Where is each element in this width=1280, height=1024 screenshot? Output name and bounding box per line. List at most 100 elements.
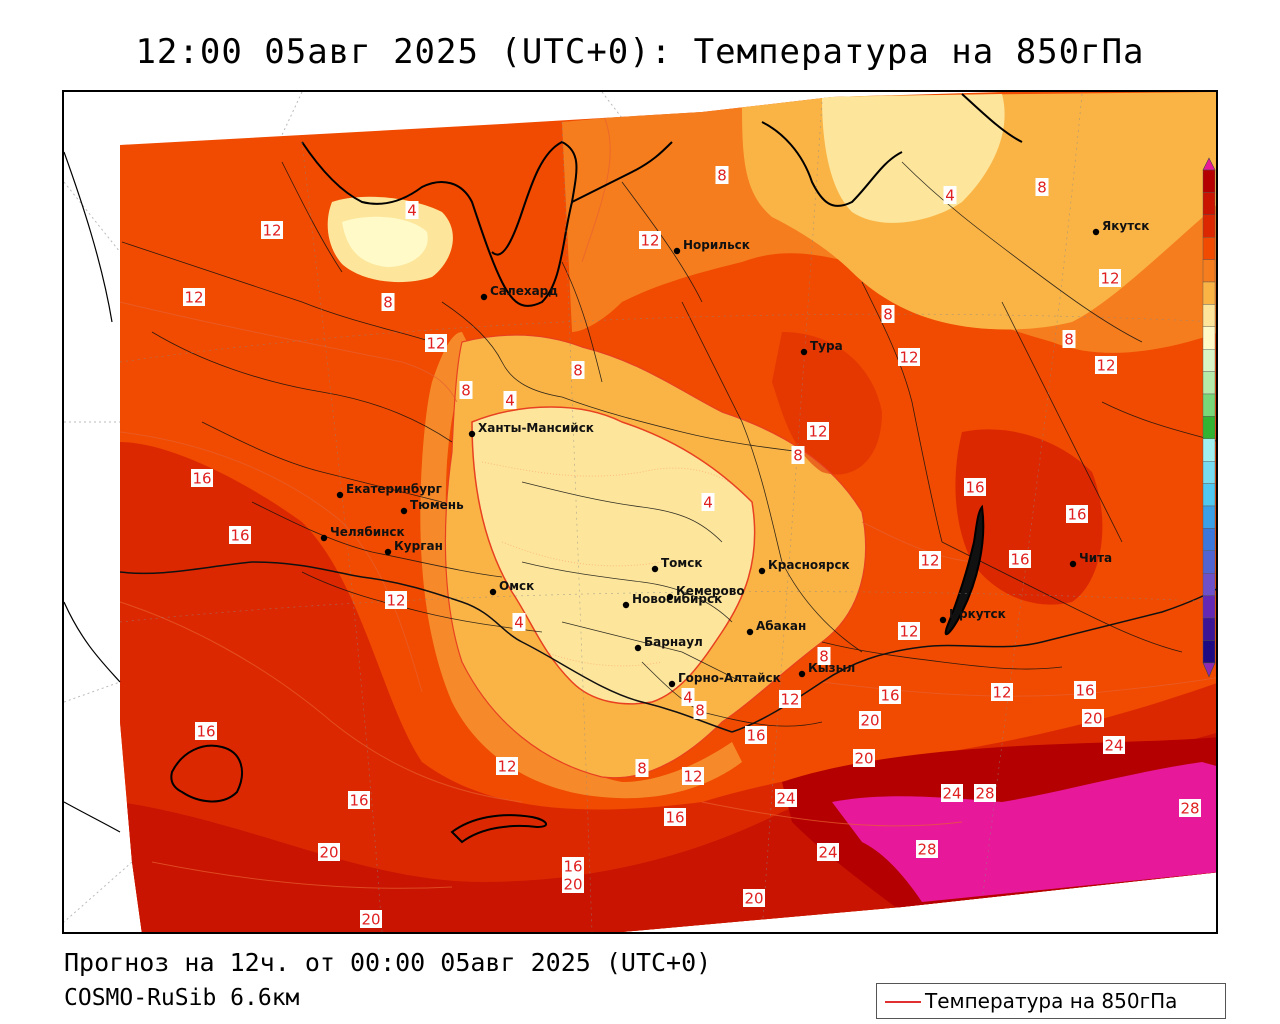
isotherm-label: 12 xyxy=(385,591,407,610)
city-marker[interactable] xyxy=(758,567,766,575)
city-marker[interactable] xyxy=(1069,560,1077,568)
isotherm-label-value: 12 xyxy=(780,691,799,709)
city-label: Барнаул xyxy=(644,635,703,649)
city-marker[interactable] xyxy=(939,616,947,624)
isotherm-label: 4 xyxy=(943,186,957,205)
city-marker[interactable] xyxy=(800,348,808,356)
isotherm-label: 4 xyxy=(503,391,517,410)
isotherm-label: 16 xyxy=(191,469,213,488)
isotherm-label-value: 4 xyxy=(683,689,693,707)
isotherm-label: 12 xyxy=(682,767,704,786)
isotherm-label-box xyxy=(964,478,986,496)
colorbar-swatch xyxy=(1202,259,1216,283)
isotherm-label-value: 20 xyxy=(563,876,582,894)
colorbar-swatch xyxy=(1202,595,1216,619)
isotherm-label-box xyxy=(859,711,881,729)
city-marker[interactable] xyxy=(622,601,630,609)
isotherm-label-box xyxy=(991,683,1013,701)
city-marker[interactable] xyxy=(480,293,488,301)
isotherm-label-box xyxy=(779,690,801,708)
city-marker[interactable] xyxy=(1092,228,1100,236)
city-marker[interactable] xyxy=(673,247,681,255)
city-marker[interactable] xyxy=(400,507,408,515)
isotherm-label: 16 xyxy=(664,808,686,827)
isotherm-label: 20 xyxy=(360,910,382,929)
isotherm-label-box xyxy=(496,757,518,775)
city-label: Ханты-Мансийск xyxy=(478,421,594,435)
isotherm-label-value: 16 xyxy=(665,809,684,827)
isotherm-label: 8 xyxy=(635,759,649,778)
city-label: Тюмень xyxy=(410,498,464,512)
isotherm-label-value: 16 xyxy=(965,479,984,497)
isotherm-label-box xyxy=(941,784,963,802)
city-marker[interactable] xyxy=(634,644,642,652)
isotherm-label: 12 xyxy=(496,757,518,776)
cities-layer: Норильск Салехард Якутск Тура Ханты-Мансийск… xyxy=(320,219,1149,688)
colorbar-swatch xyxy=(1202,640,1216,664)
isotherm-label-value: 8 xyxy=(1064,331,1074,349)
city-marker[interactable] xyxy=(668,680,676,688)
colorbar-swatch xyxy=(1202,236,1216,260)
isotherm-label-box xyxy=(775,789,797,807)
isotherm-label-value: 28 xyxy=(917,841,936,859)
isotherm-label-value: 12 xyxy=(899,623,918,641)
outside-graticule xyxy=(64,92,623,923)
city-marker[interactable] xyxy=(798,670,806,678)
city-marker[interactable] xyxy=(336,491,344,499)
isotherm-label-value: 12 xyxy=(184,289,203,307)
city-marker[interactable] xyxy=(468,430,476,438)
colorbar-swatch xyxy=(1202,304,1216,327)
temperature-map[interactable]: 2824201612840-4-8-12-16-20-24-28-32-36-4… xyxy=(62,90,1218,934)
colorbar-swatch xyxy=(1202,573,1216,596)
isotherm-label-box xyxy=(229,526,251,544)
city-marker[interactable] xyxy=(320,534,328,542)
isotherm-label-value: 4 xyxy=(514,614,524,632)
isotherm-label-value: 16 xyxy=(1010,551,1029,569)
city-label: Салехард xyxy=(490,284,558,298)
isotherm-label-box xyxy=(681,688,695,706)
isotherm-label: 4 xyxy=(681,688,695,707)
isotherm-label-value: 4 xyxy=(505,392,515,410)
isotherm-label-value: 16 xyxy=(349,792,368,810)
city-marker[interactable] xyxy=(651,565,659,573)
isotherm-label: 16 xyxy=(229,526,251,545)
isotherm-label-value: 12 xyxy=(262,222,281,240)
isotherm-label: 16 xyxy=(745,726,767,745)
isotherm-label-box xyxy=(635,759,649,777)
isotherm-label: 16 xyxy=(348,791,370,810)
isotherm-label-box xyxy=(1062,330,1076,348)
isotherm-label-value: 8 xyxy=(793,447,803,465)
isotherm-label-box xyxy=(682,767,704,785)
colorbar-swatch xyxy=(1202,214,1216,238)
isotherm-label: 20 xyxy=(859,711,881,730)
isotherm-label-value: 20 xyxy=(319,844,338,862)
isotherm-label-box xyxy=(639,231,661,249)
colorbar: 2824201612840-4-8-12-16-20-24-28-32-36-4… xyxy=(1202,157,1216,678)
isotherm-label: 20 xyxy=(318,843,340,862)
city-marker[interactable] xyxy=(746,628,754,636)
colorbar-swatch xyxy=(1202,483,1216,507)
isotherm-label: 16 xyxy=(195,722,217,741)
isotherm-label: 28 xyxy=(974,784,996,803)
isotherm-label: 8 xyxy=(1035,178,1049,197)
isotherm-label: 12 xyxy=(898,348,920,367)
city-label: Кызыл xyxy=(808,661,855,675)
city-label: Кемерово xyxy=(676,584,745,598)
isotherm-label-value: 12 xyxy=(808,423,827,441)
city-marker[interactable] xyxy=(666,593,674,601)
isotherm-label: 20 xyxy=(743,889,765,908)
isotherm-label-value: 8 xyxy=(637,760,647,778)
colorbar-swatch xyxy=(1202,371,1216,395)
city-marker[interactable] xyxy=(384,548,392,556)
isotherm-label-value: 16 xyxy=(563,858,582,876)
isotherm-label-value: 24 xyxy=(942,785,961,803)
isotherm-label-box xyxy=(1082,709,1104,727)
map-title: 12:00 05авг 2025 (UTC+0): Температура на… xyxy=(135,32,1145,72)
isotherm-label-value: 16 xyxy=(230,527,249,545)
isotherm-label: 28 xyxy=(1179,799,1201,818)
isotherm-label: 24 xyxy=(817,843,839,862)
city-marker[interactable] xyxy=(489,588,497,596)
isotherm-label-value: 8 xyxy=(1037,179,1047,197)
isotherm-label-box xyxy=(943,186,957,204)
isotherm-label: 8 xyxy=(791,446,805,465)
